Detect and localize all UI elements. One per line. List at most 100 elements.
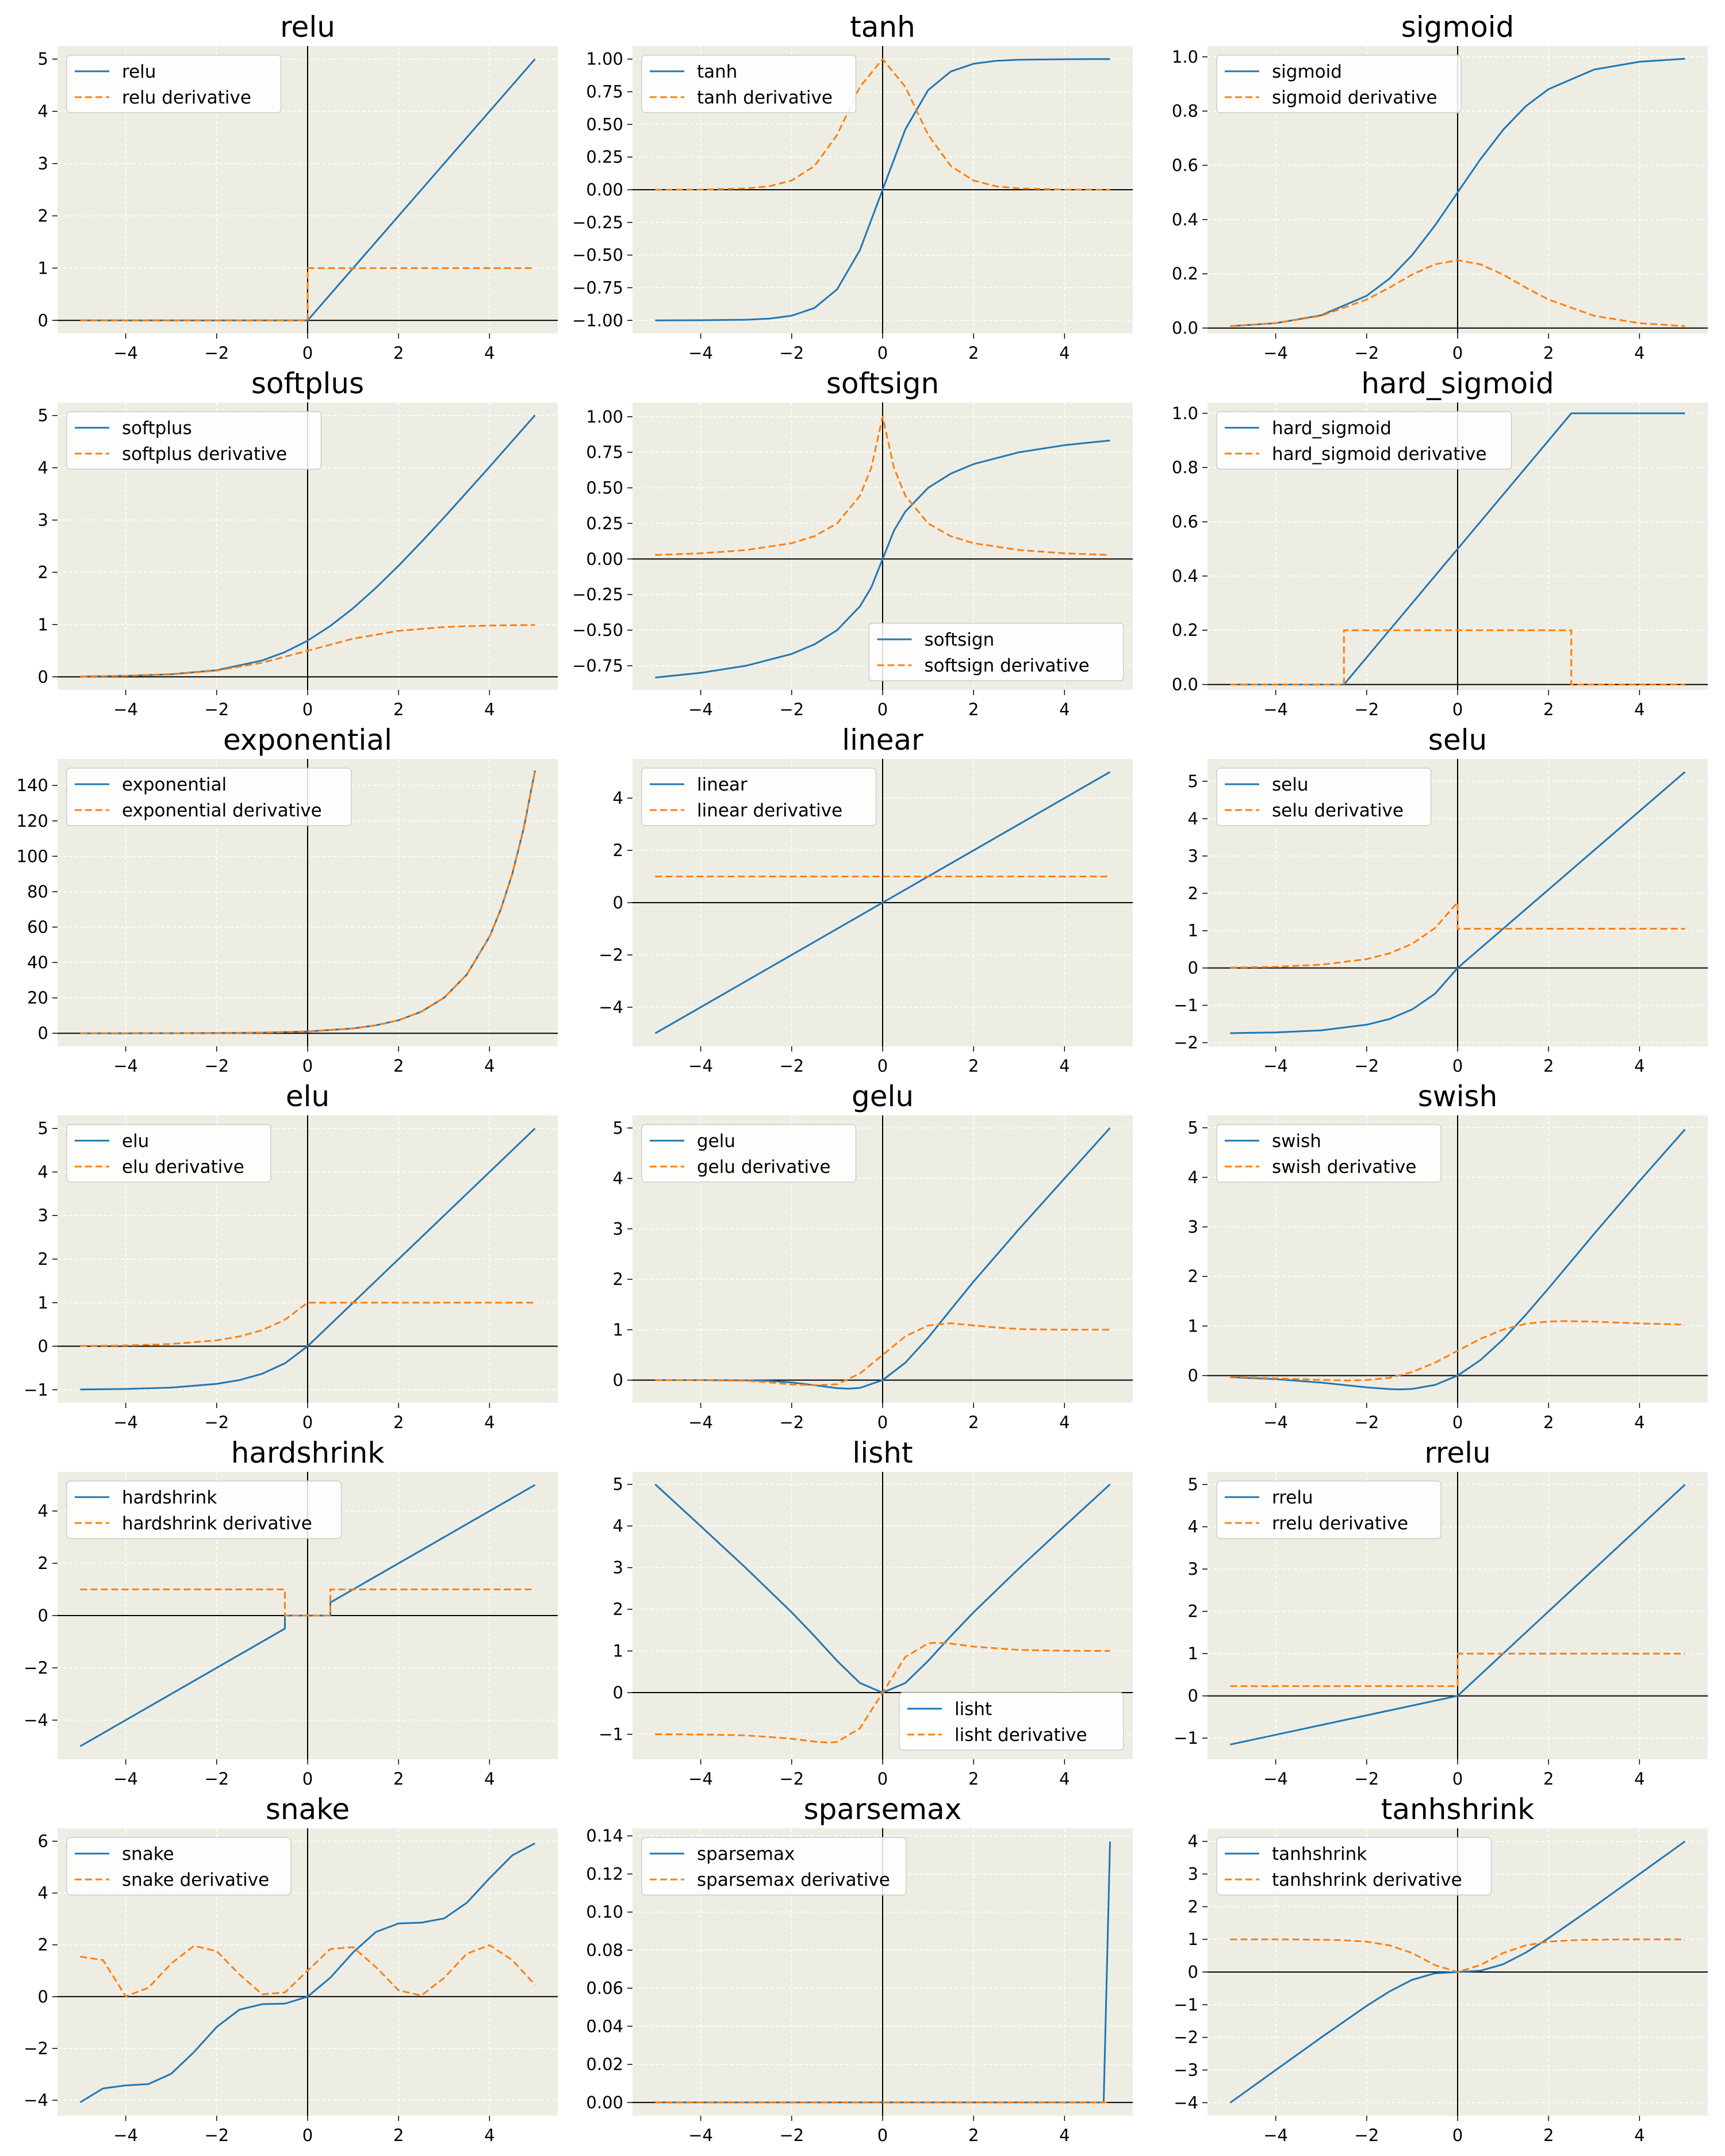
y-tick-label: 0 xyxy=(1188,1366,1198,1386)
y-tick-label: 20 xyxy=(27,988,48,1008)
x-tick-label: −4 xyxy=(688,2126,713,2145)
x-tick-label: −4 xyxy=(113,700,138,719)
legend-label: softsign derivative xyxy=(925,655,1090,676)
x-tick-label: −2 xyxy=(779,1056,804,1076)
x-tick-label: 4 xyxy=(1634,1413,1644,1432)
y-tick-label: −4 xyxy=(24,1710,48,1730)
x-tick-label: −4 xyxy=(113,2126,138,2145)
x-tick-label: −4 xyxy=(113,1769,138,1789)
y-tick-label: 0.08 xyxy=(586,1940,623,1960)
y-tick-label: 0.4 xyxy=(1172,566,1198,586)
x-tick-label: −4 xyxy=(1263,1056,1288,1076)
y-tick-label: −2 xyxy=(24,2039,48,2058)
x-tick-label: −2 xyxy=(1354,343,1379,363)
x-tick-label: −4 xyxy=(688,700,713,719)
y-tick-label: 0.0 xyxy=(1172,319,1198,338)
chart-title: exponential xyxy=(223,723,392,757)
legend-label: exponential xyxy=(122,774,227,795)
y-tick-label: −4 xyxy=(24,2090,48,2110)
subplot-tanh: −4 −2 0 2 4 −1.00 −0.75 −0.50 −0.25 0.00 0.25 0.50 0… xyxy=(572,10,1133,363)
x-tick-label: 2 xyxy=(393,1769,404,1789)
y-tick-label: 4 xyxy=(1188,1832,1198,1851)
y-tick-label: 0 xyxy=(38,667,48,686)
y-tick-label: 2 xyxy=(613,1599,623,1619)
derivative-line xyxy=(1230,629,1685,686)
legend-label: sparsemax xyxy=(697,1844,795,1865)
x-tick-label: 2 xyxy=(1543,700,1554,719)
legend: rrelu rrelu derivative xyxy=(1216,1480,1442,1539)
x-tick-label: 2 xyxy=(968,1413,979,1432)
y-tick-label: 5 xyxy=(1188,1475,1198,1494)
x-tick-label: −4 xyxy=(1263,2126,1288,2145)
legend: gelu gelu derivative xyxy=(641,1124,857,1183)
y-tick-label: −0.50 xyxy=(572,245,623,265)
legend-label: swish xyxy=(1272,1131,1321,1152)
x-tick-label: −2 xyxy=(204,1413,229,1432)
legend: linear linear derivative xyxy=(641,768,877,826)
y-tick-label: −1 xyxy=(24,1380,48,1399)
x-tick-label: 0 xyxy=(1452,343,1463,363)
y-tick-label: 0.00 xyxy=(586,549,623,569)
y-tick-label: 0.2 xyxy=(1172,620,1198,640)
legend-box xyxy=(899,1692,1124,1751)
legend-label: selu derivative xyxy=(1272,800,1404,821)
y-tick-label: 0.8 xyxy=(1172,458,1198,477)
y-tick-label: 1.0 xyxy=(1172,47,1198,67)
legend-label: snake xyxy=(122,1844,174,1865)
function-line xyxy=(655,1127,1111,1390)
legend-box xyxy=(1216,411,1512,470)
y-tick-label: 2 xyxy=(38,562,48,582)
y-tick-label: 5 xyxy=(38,406,48,425)
legend-label: hard_sigmoid derivative xyxy=(1272,444,1486,465)
x-tick-label: −4 xyxy=(113,343,138,363)
y-tick-label: 2 xyxy=(1188,1897,1198,1916)
chart-title: softplus xyxy=(251,367,364,400)
derivative-line xyxy=(1230,1938,1685,1973)
y-tick-label: −4 xyxy=(1174,2093,1198,2112)
legend: softplus softplus derivative xyxy=(66,411,322,470)
derivative-line xyxy=(1230,1320,1685,1382)
x-tick-label: 0 xyxy=(1452,1413,1463,1432)
y-tick-label: 0.00 xyxy=(586,2093,623,2112)
y-tick-label: 2 xyxy=(38,206,48,225)
y-tick-label: 3 xyxy=(613,1219,623,1238)
y-tick-label: 0 xyxy=(38,1337,48,1356)
function-line xyxy=(1230,1484,1686,1745)
y-tick-label: 0.0 xyxy=(1172,675,1198,695)
x-tick-label: 4 xyxy=(1634,1769,1644,1789)
derivative-line xyxy=(80,624,535,678)
y-tick-label: 4 xyxy=(1188,1168,1198,1187)
legend-label: hardshrink derivative xyxy=(122,1513,312,1534)
y-tick-label: −1 xyxy=(1174,1728,1198,1748)
legend-label: tanh derivative xyxy=(697,87,833,108)
x-tick-label: 0 xyxy=(877,1056,888,1076)
legend: snake snake derivative xyxy=(66,1837,292,1896)
x-tick-label: 2 xyxy=(1543,343,1554,363)
x-tick-label: 0 xyxy=(302,343,313,363)
x-tick-label: 2 xyxy=(968,700,979,719)
y-tick-label: 3 xyxy=(1188,1217,1198,1237)
y-tick-label: 5 xyxy=(613,1475,623,1494)
legend-label: rrelu derivative xyxy=(1272,1513,1408,1534)
y-tick-label: 0.8 xyxy=(1172,101,1198,121)
y-tick-label: 2 xyxy=(38,1935,48,1955)
y-tick-label: 4 xyxy=(38,1501,48,1521)
x-tick-label: 2 xyxy=(393,2126,404,2145)
legend-label: relu derivative xyxy=(122,87,251,108)
y-tick-label: 2 xyxy=(1188,884,1198,903)
legend-box xyxy=(66,768,352,826)
y-tick-label: 60 xyxy=(27,917,48,937)
x-tick-label: −2 xyxy=(1354,700,1379,719)
x-tick-label: −4 xyxy=(113,1413,138,1432)
y-tick-label: 3 xyxy=(1188,1559,1198,1579)
x-tick-label: −4 xyxy=(688,343,713,363)
y-tick-label: 0.75 xyxy=(586,443,623,462)
legend-label: relu xyxy=(122,62,156,82)
y-tick-label: 0 xyxy=(38,310,48,330)
subplot-swish: −4 −2 0 2 4 0 1 2 3 4 5 swish swish swish derivative xyxy=(1188,1080,1708,1432)
chart-title: tanh xyxy=(850,10,915,44)
legend-box xyxy=(1216,1124,1442,1183)
legend-label: sigmoid xyxy=(1272,62,1342,82)
chart-title: selu xyxy=(1428,723,1487,757)
y-tick-label: −1.00 xyxy=(572,310,623,330)
